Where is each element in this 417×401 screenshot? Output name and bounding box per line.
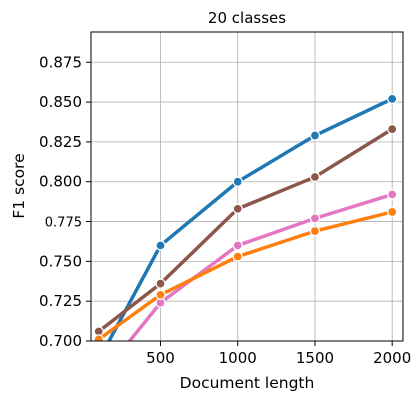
x-axis-label: Document length — [180, 374, 315, 392]
y-tick-label: 0.825 — [39, 133, 82, 151]
series-layer — [93, 93, 398, 384]
y-tick-label: 0.750 — [39, 252, 82, 270]
series-1-point — [387, 93, 398, 105]
plot-frame — [90, 31, 404, 342]
series-4-point — [232, 251, 243, 262]
series-1-point — [309, 130, 321, 141]
series-3-point — [94, 375, 103, 384]
series-4-point — [93, 334, 104, 341]
chart-title: 20 classes — [208, 9, 286, 27]
series-4-point — [387, 206, 398, 218]
x-tick-label: 2000 — [373, 349, 411, 367]
series-4-point — [309, 225, 321, 237]
plot-area — [91, 32, 403, 341]
series-3-point — [387, 189, 398, 200]
series-3-point — [232, 240, 243, 251]
series-1-point — [232, 176, 243, 187]
x-tick-label: 500 — [146, 349, 175, 367]
series-1-point — [155, 240, 166, 251]
series-3-point — [309, 213, 321, 224]
series-2-point — [309, 171, 321, 183]
series-2-point — [155, 278, 166, 289]
y-tick-label: 0.700 — [39, 332, 82, 350]
y-tick-label: 0.775 — [45, 216, 82, 231]
y-tick-label: 0.875 — [39, 53, 82, 71]
series-2-point — [232, 203, 243, 214]
y-tick-label: 0.725 — [39, 292, 82, 310]
ticks: 500 1000 1500 2000 0.700 0.725 0.750 0.775 0.800… — [39, 53, 411, 367]
x-tick-label: 1000 — [219, 349, 257, 367]
y-tick-label: 0.800 — [39, 173, 82, 191]
y-axis-label: F1 score — [10, 153, 28, 218]
series-1-point — [94, 356, 103, 365]
x-tick-label: 1500 — [296, 349, 334, 367]
y-tick-label: 0.850 — [39, 93, 82, 111]
series-4-point — [155, 289, 166, 300]
series-2-point — [387, 124, 398, 135]
